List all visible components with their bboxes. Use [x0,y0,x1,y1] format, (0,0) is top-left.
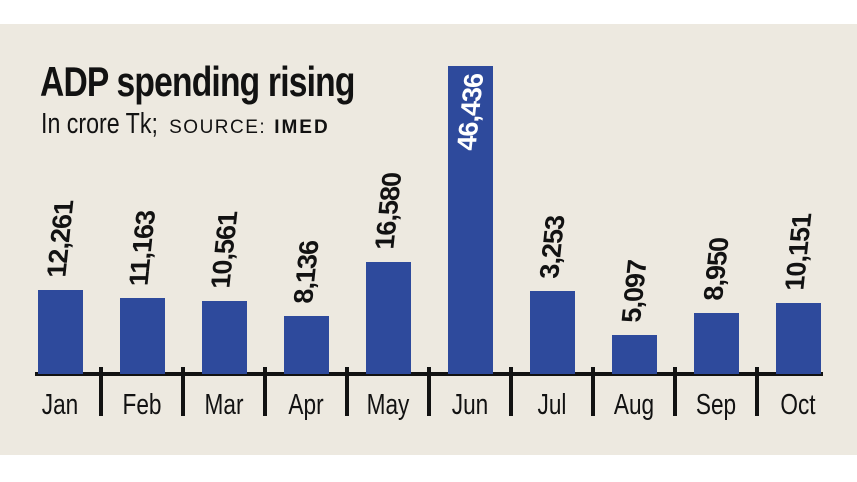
axis-tick-9 [755,367,759,416]
bar-sep [693,313,739,374]
bar-may [365,262,411,374]
bar-column-feb: 11,163 [101,211,183,374]
bar-column-apr: 8,136 [265,241,347,374]
bar-value-label-may: 16,580 [369,173,408,250]
bar-column-mar: 10,561 [183,212,265,374]
axis-tick-5 [427,367,431,416]
bar-value-label-wrap-jan: 12,261 [41,201,80,283]
bar-column-sep: 8,950 [675,238,757,374]
month-label-aug: Aug [613,389,655,421]
month-label-may: May [366,389,410,421]
bar-value-label-wrap-oct: 10,151 [779,214,818,296]
bar-jul [529,291,575,374]
bar-mar [201,301,247,374]
month-label-feb: Feb [122,389,162,421]
bar-column-jan: 12,261 [19,201,101,374]
bar-value-label-jan: 12,261 [41,201,80,278]
axis-tick-6 [509,367,513,416]
axis-tick-8 [673,367,677,416]
bar-value-label-oct: 10,151 [779,214,818,291]
bar-column-aug: 5,097 [593,260,675,374]
axis-tick-3 [263,367,267,416]
bar-value-label-jul: 3,253 [533,216,571,279]
bar-oct [775,303,821,374]
bar-value-label-jun: 46,436 [451,74,490,151]
bar-feb [119,298,165,374]
bar-column-jun: 46,436 [429,66,511,374]
month-label-apr: Apr [288,389,324,421]
month-label-jan: Jan [41,389,79,421]
bar-value-label-apr: 8,136 [287,241,325,304]
month-label-oct: Oct [780,389,816,421]
bar-aug [611,335,657,374]
chart-subtitle: In crore Tk; SOURCE: IMED [41,108,330,141]
axis-tick-1 [99,367,103,416]
chart-title: ADP spending rising [40,58,355,105]
bar-value-label-aug: 5,097 [615,260,653,323]
bar-value-label-wrap-sep: 8,950 [697,238,735,306]
month-label-jul: Jul [537,389,567,421]
axis-tick-7 [591,367,595,416]
bar-jun: 46,436 [447,66,493,374]
bar-column-oct: 10,151 [757,214,839,374]
bar-apr [283,316,329,374]
bar-jan [37,290,83,374]
source-label: SOURCE: [169,117,267,138]
month-label-jun: Jun [451,389,489,421]
bar-value-label-wrap-may: 16,580 [369,173,408,255]
axis-tick-2 [181,367,185,416]
month-label-mar: Mar [204,389,244,421]
bar-value-label-feb: 11,163 [123,210,162,286]
bar-value-label-wrap-feb: 11,163 [123,210,162,291]
month-label-sep: Sep [695,389,737,421]
unit-label: In crore Tk; [41,108,158,140]
bar-value-label-sep: 8,950 [697,238,735,301]
bar-value-label-wrap-aug: 5,097 [615,260,653,328]
axis-tick-4 [345,367,349,416]
source-value: IMED [274,117,330,138]
bar-value-label-wrap-mar: 10,561 [205,212,244,294]
bar-value-label-wrap-apr: 8,136 [287,241,325,309]
bar-value-label-wrap-jun: 46,436 [451,74,490,156]
bar-column-may: 16,580 [347,173,429,374]
bar-value-label-mar: 10,561 [205,212,244,289]
bar-value-label-wrap-jul: 3,253 [533,216,571,284]
bar-column-jul: 3,253 [511,216,593,374]
